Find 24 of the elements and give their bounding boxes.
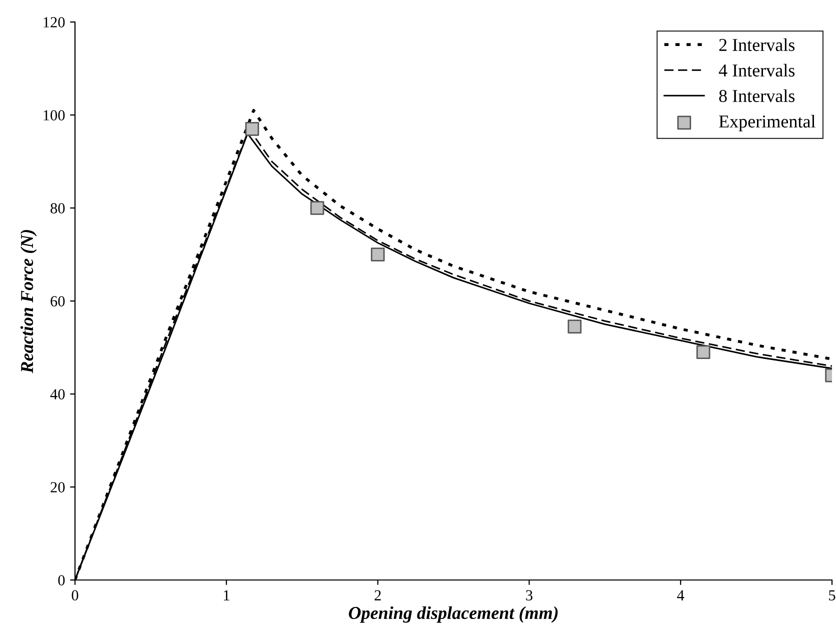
x-tick-label: 5: [829, 590, 836, 600]
point: [696, 345, 710, 360]
point: [310, 201, 324, 215]
point: [245, 122, 260, 136]
legend-label: 4 Intervals: [718, 64, 795, 77]
y-axis-title: Reaction Force (N): [20, 230, 37, 374]
x-tick-label: 0: [72, 590, 78, 600]
y-tick-label: 80: [50, 203, 65, 214]
x-tick-label: 4: [677, 590, 684, 600]
legend-label: 2 Intervals: [719, 38, 795, 52]
y-tick-label: 60: [50, 296, 65, 306]
y-tick-label: 40: [50, 389, 65, 400]
legend-label: 8 Intervals: [719, 89, 795, 102]
x-axis-title: Opening displacement (mm): [348, 606, 558, 623]
legend-label: Experimental: [719, 114, 816, 132]
y-tick-label: 100: [44, 110, 65, 120]
y-tick-label: 0: [58, 575, 65, 586]
point: [568, 320, 582, 334]
y-tick-label: 20: [50, 482, 65, 492]
point: [370, 248, 385, 262]
y-tick-label: 120: [44, 17, 65, 28]
x-tick-label: 3: [526, 590, 532, 600]
x-tick-label: 2: [374, 590, 381, 600]
x-tick-label: 1: [224, 590, 230, 600]
